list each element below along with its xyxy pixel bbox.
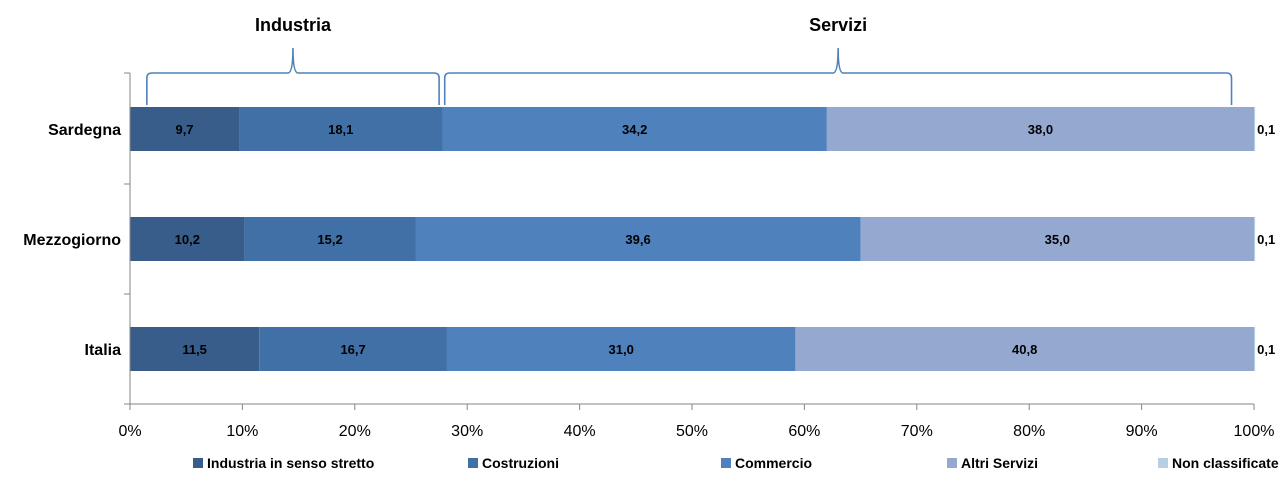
bar-segment xyxy=(795,327,1254,371)
legend-swatch xyxy=(947,458,957,468)
x-tick-label: 40% xyxy=(564,423,596,440)
x-tick-label: 80% xyxy=(1013,423,1045,440)
bar-segment xyxy=(415,217,861,261)
category-label: Mezzogiorno xyxy=(23,232,121,249)
bar-segment xyxy=(1254,107,1256,151)
bar-segment xyxy=(1254,327,1256,371)
legend-swatch xyxy=(468,458,478,468)
legend-label: Costruzioni xyxy=(482,455,559,471)
data-label: 39,6 xyxy=(625,232,650,247)
data-label: 15,2 xyxy=(317,232,342,247)
data-label: 9,7 xyxy=(175,122,193,137)
category-label: Sardegna xyxy=(48,122,121,139)
bar-segment xyxy=(446,327,796,371)
data-label: 0,1 xyxy=(1257,342,1275,357)
x-tick-label: 100% xyxy=(1234,423,1275,440)
data-label: 38,0 xyxy=(1028,122,1053,137)
data-label: 18,1 xyxy=(328,122,353,137)
bar-segment xyxy=(826,107,1254,151)
data-label: 10,2 xyxy=(175,232,200,247)
bar-segment xyxy=(244,217,416,261)
bar-segment xyxy=(130,107,240,151)
x-tick-label: 60% xyxy=(788,423,820,440)
x-tick-label: 50% xyxy=(676,423,708,440)
bar-segment xyxy=(239,107,443,151)
x-tick-label: 0% xyxy=(118,423,141,440)
bar-segment xyxy=(130,217,245,261)
data-label: 16,7 xyxy=(340,342,365,357)
legend-label: Industria in senso stretto xyxy=(207,455,374,471)
group-bracket xyxy=(443,47,1233,105)
bar-segment xyxy=(442,107,827,151)
x-tick-label: 30% xyxy=(451,423,483,440)
bar-segment xyxy=(860,217,1254,261)
x-tick-label: 70% xyxy=(901,423,933,440)
data-label: 11,5 xyxy=(182,342,207,357)
data-label: 0,1 xyxy=(1257,122,1275,137)
legend-label: Commercio xyxy=(735,455,812,471)
legend-label: Non classificate xyxy=(1172,455,1279,471)
group-label: Servizi xyxy=(809,15,867,35)
bar-segment xyxy=(130,327,260,371)
data-label: 0,1 xyxy=(1257,232,1275,247)
group-label: Industria xyxy=(255,15,332,35)
bar-segment xyxy=(259,327,447,371)
data-label: 31,0 xyxy=(609,342,634,357)
legend-label: Altri Servizi xyxy=(961,455,1038,471)
data-label: 35,0 xyxy=(1045,232,1070,247)
data-label: 40,8 xyxy=(1012,342,1037,357)
bar-segment xyxy=(1254,217,1256,261)
x-tick-label: 10% xyxy=(226,423,258,440)
legend-swatch xyxy=(721,458,731,468)
legend-swatch xyxy=(193,458,203,468)
data-label: 34,2 xyxy=(622,122,647,137)
x-tick-label: 90% xyxy=(1126,423,1158,440)
group-bracket xyxy=(146,47,440,105)
x-tick-label: 20% xyxy=(339,423,371,440)
legend-swatch xyxy=(1158,458,1168,468)
category-label: Italia xyxy=(85,342,122,359)
